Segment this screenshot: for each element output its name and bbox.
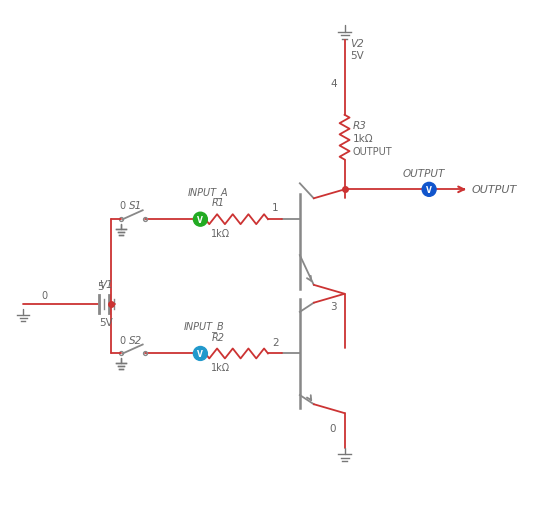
Text: V2: V2 xyxy=(350,39,364,49)
Text: S1: S1 xyxy=(129,201,142,211)
Text: 1kΩ: 1kΩ xyxy=(211,363,231,373)
Text: 5: 5 xyxy=(97,281,104,291)
Text: V: V xyxy=(198,349,203,358)
Text: S2: S2 xyxy=(129,335,142,345)
Text: 3: 3 xyxy=(329,301,336,311)
Text: 1kΩ: 1kΩ xyxy=(211,229,231,239)
Text: OUTPUT: OUTPUT xyxy=(402,169,445,179)
Text: 0: 0 xyxy=(120,335,126,345)
Text: 5V: 5V xyxy=(350,51,364,61)
Text: 1: 1 xyxy=(272,203,279,213)
Text: INPUT_A: INPUT_A xyxy=(187,186,228,197)
Circle shape xyxy=(193,213,207,227)
Text: V: V xyxy=(426,185,432,194)
Text: 4: 4 xyxy=(331,79,337,89)
Text: R3: R3 xyxy=(352,121,366,130)
Text: V1: V1 xyxy=(99,279,113,289)
Circle shape xyxy=(422,183,436,197)
Text: 0: 0 xyxy=(329,423,336,433)
Text: OUTPUT: OUTPUT xyxy=(352,146,392,156)
Text: R1: R1 xyxy=(211,198,224,208)
Text: 0: 0 xyxy=(41,290,48,300)
Text: 2: 2 xyxy=(272,337,279,347)
Circle shape xyxy=(193,347,207,361)
Text: 1kΩ: 1kΩ xyxy=(352,133,373,144)
Text: OUTPUT: OUTPUT xyxy=(472,185,517,195)
Text: INPUT_B: INPUT_B xyxy=(184,321,224,331)
Text: R2: R2 xyxy=(211,332,224,342)
Text: 0: 0 xyxy=(120,201,126,211)
Text: 5V: 5V xyxy=(99,317,113,327)
Text: V: V xyxy=(198,215,203,224)
